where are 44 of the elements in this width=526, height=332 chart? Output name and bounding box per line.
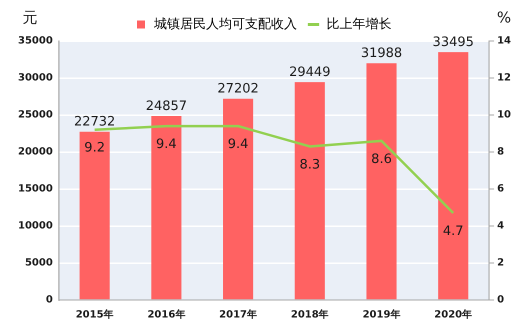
y2-tick-label: 8 xyxy=(497,146,504,158)
data-label: 9.4 xyxy=(228,136,248,152)
data-label: 9.4 xyxy=(156,136,177,152)
x-tick-label: 2015年 xyxy=(76,308,114,321)
data-label: 27202 xyxy=(217,82,259,97)
x-tick-label: 2020年 xyxy=(434,308,472,321)
data-label: 8.6 xyxy=(371,152,392,167)
y2-tick-label: 12 xyxy=(497,72,512,84)
y2-tick-label: 2 xyxy=(497,258,504,269)
bar xyxy=(366,63,397,300)
y2-tick-label: 14 xyxy=(497,36,512,47)
y-tick-label: 10000 xyxy=(18,220,53,232)
y-tick-label: 0 xyxy=(46,294,53,306)
data-label: 33495 xyxy=(432,35,474,50)
data-label: 9.2 xyxy=(84,140,105,156)
y-tick-label: 25000 xyxy=(18,110,53,121)
bar xyxy=(80,132,110,300)
bar xyxy=(223,98,254,300)
y-tick-label: 30000 xyxy=(18,72,53,84)
y2-tick-label: 0 xyxy=(497,294,504,306)
data-label: 8.3 xyxy=(299,157,320,172)
y-axis-title: 元 xyxy=(22,8,38,26)
x-tick-label: 2016年 xyxy=(147,308,186,321)
y2-tick-label: 10 xyxy=(497,110,512,121)
y-tick-label: 5000 xyxy=(24,258,53,269)
x-tick-label: 2018年 xyxy=(290,308,329,321)
y-tick-label: 15000 xyxy=(18,184,53,195)
y2-tick-label: 4 xyxy=(497,220,504,232)
bar xyxy=(438,52,468,300)
x-tick-label: 2017年 xyxy=(219,308,257,321)
data-label: 22732 xyxy=(74,114,116,130)
y-tick-label: 20000 xyxy=(18,146,53,158)
data-label: 31988 xyxy=(360,46,402,62)
data-label: 24857 xyxy=(146,98,188,114)
data-label: 29449 xyxy=(289,64,330,80)
legend-label: 城镇居民人均可支配收入 xyxy=(153,16,297,32)
legend-label: 比上年增长 xyxy=(326,16,392,32)
y-tick-label: 35000 xyxy=(18,36,53,47)
y2-axis-title: % xyxy=(496,8,512,26)
bar xyxy=(151,116,182,300)
bar xyxy=(294,82,325,300)
data-label: 4.7 xyxy=(442,224,464,239)
x-tick-label: 2019年 xyxy=(362,308,400,321)
y2-tick-label: 6 xyxy=(497,184,504,195)
